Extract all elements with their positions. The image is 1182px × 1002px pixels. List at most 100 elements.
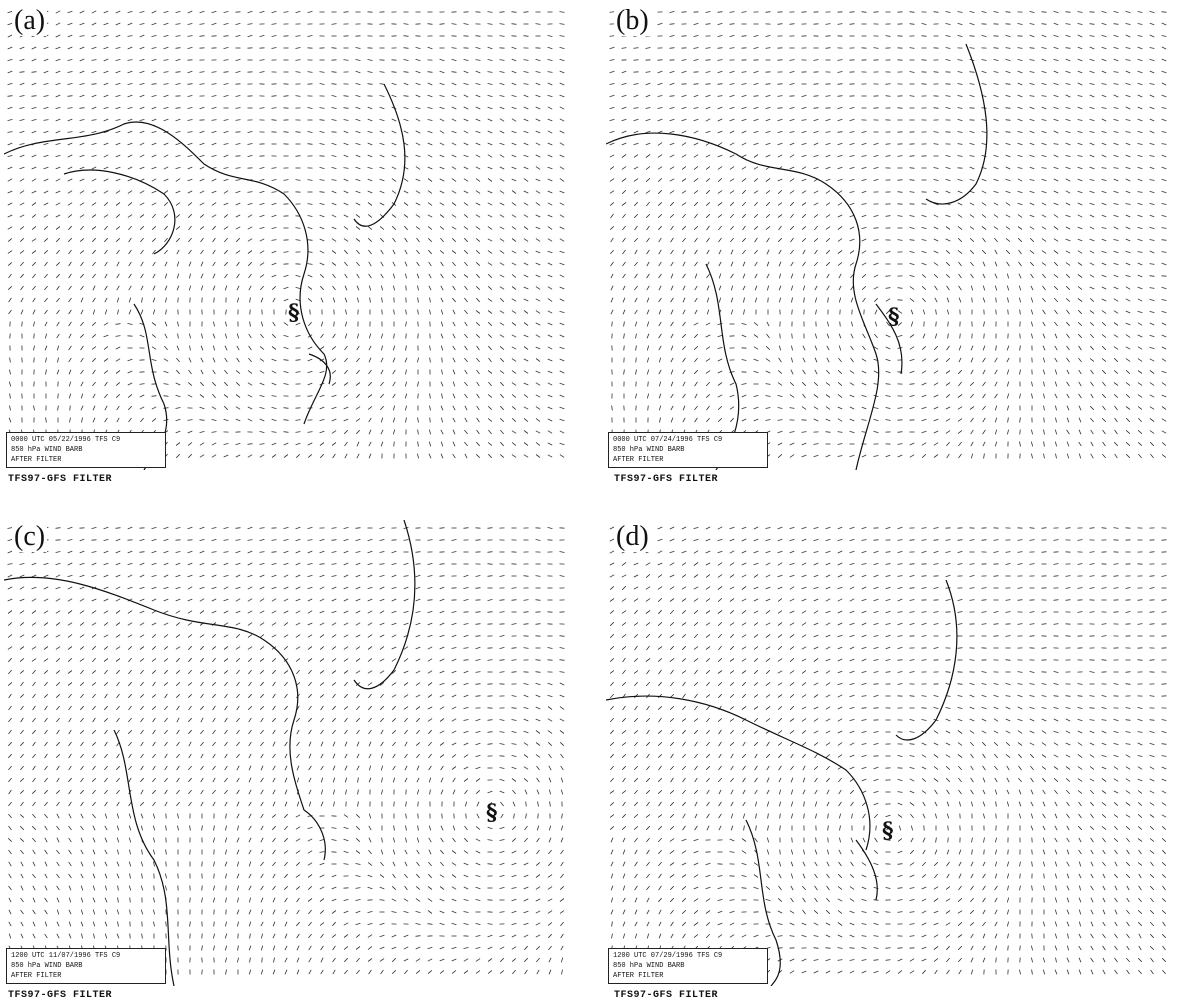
wind-barb xyxy=(236,681,240,687)
wind-barb xyxy=(801,106,807,110)
wind-barb xyxy=(536,789,540,795)
wind-barb xyxy=(104,309,108,315)
wind-barb xyxy=(1101,322,1107,326)
wind-barb xyxy=(236,357,240,363)
wind-barb xyxy=(1089,298,1095,302)
wind-barb xyxy=(260,297,264,303)
wind-barb xyxy=(355,202,361,206)
wind-barb xyxy=(1053,143,1059,145)
wind-barb xyxy=(115,646,121,650)
wind-barb xyxy=(211,610,217,614)
wind-barb xyxy=(1006,405,1010,411)
wind-barb xyxy=(224,369,228,375)
wind-barb xyxy=(379,563,385,565)
wind-barb xyxy=(140,717,144,723)
wind-barb xyxy=(1005,119,1011,121)
wind-barb xyxy=(1077,238,1083,242)
wind-barb xyxy=(164,249,168,255)
wind-barb xyxy=(55,610,61,614)
wind-barb xyxy=(547,95,553,97)
wind-barb xyxy=(789,83,795,85)
wind-barb xyxy=(296,753,300,759)
wind-barb xyxy=(1161,22,1167,26)
wind-barb xyxy=(223,405,229,411)
wind-barb xyxy=(175,58,181,62)
wind-barb xyxy=(116,789,120,795)
wind-barb xyxy=(115,335,121,337)
wind-barb xyxy=(319,670,325,674)
wind-barb xyxy=(463,862,469,866)
wind-barb xyxy=(331,179,337,181)
wind-barb xyxy=(791,357,793,363)
wind-barb xyxy=(343,59,349,61)
wind-barb xyxy=(535,106,541,110)
wind-barb xyxy=(813,443,819,445)
wind-barb xyxy=(897,431,903,433)
wind-barb xyxy=(838,333,842,339)
wind-barb xyxy=(559,70,565,74)
wind-barb xyxy=(994,261,998,267)
wind-barb xyxy=(475,575,481,577)
wind-barb xyxy=(547,59,553,61)
wind-barb xyxy=(296,741,300,747)
wind-barb xyxy=(319,694,325,698)
wind-barb xyxy=(392,369,396,375)
wind-barb xyxy=(464,321,468,327)
wind-barb xyxy=(535,454,541,458)
wind-barb xyxy=(307,11,313,13)
wind-barb xyxy=(355,226,361,230)
wind-barb xyxy=(765,47,771,49)
wind-barb xyxy=(475,226,481,230)
wind-barb xyxy=(19,814,25,818)
wind-barb xyxy=(417,285,419,291)
wind-barb xyxy=(511,23,517,25)
wind-barb xyxy=(271,382,277,386)
wind-barb xyxy=(151,35,157,37)
wind-barb xyxy=(1125,262,1131,266)
wind-barb xyxy=(56,765,60,771)
wind-barb xyxy=(897,239,903,241)
wind-barb xyxy=(404,873,408,879)
wind-barb xyxy=(103,34,109,38)
wind-barb xyxy=(199,71,205,73)
wind-barb xyxy=(428,441,432,447)
wind-barb xyxy=(463,23,469,25)
wind-barb xyxy=(463,719,469,721)
wind-barb xyxy=(536,837,540,843)
wind-barb xyxy=(163,178,169,182)
wind-barb xyxy=(33,357,35,363)
wind-barb xyxy=(535,286,541,290)
wind-barb xyxy=(487,826,493,830)
wind-barb xyxy=(693,107,699,109)
wind-barb xyxy=(187,526,193,530)
wind-barb xyxy=(801,178,807,182)
wind-barb xyxy=(344,729,348,735)
wind-barb xyxy=(873,107,879,109)
wind-barb xyxy=(1125,178,1131,182)
wind-barb xyxy=(825,23,831,25)
wind-barb xyxy=(19,178,25,182)
wind-barb xyxy=(499,647,505,649)
wind-barb xyxy=(1066,453,1070,459)
wind-barb xyxy=(295,538,301,542)
wind-barb xyxy=(307,382,313,386)
wind-barb xyxy=(1041,83,1047,85)
wind-barb xyxy=(535,370,541,374)
wind-barb xyxy=(92,849,96,855)
wind-barb xyxy=(283,286,289,290)
wind-barb xyxy=(307,107,313,109)
wind-barb xyxy=(272,321,276,327)
wind-barb xyxy=(80,849,84,855)
wind-barb xyxy=(393,801,395,807)
wind-barb xyxy=(67,622,73,626)
wind-barb xyxy=(91,682,97,686)
wind-barb xyxy=(1137,131,1143,133)
wind-barb xyxy=(127,142,133,146)
wind-barb xyxy=(777,118,783,122)
wind-barb xyxy=(958,345,962,351)
wind-barb xyxy=(475,838,481,842)
wind-barb xyxy=(511,178,517,182)
wind-barb xyxy=(319,586,325,590)
wind-barb xyxy=(1029,202,1035,206)
wind-barb xyxy=(1042,369,1046,375)
